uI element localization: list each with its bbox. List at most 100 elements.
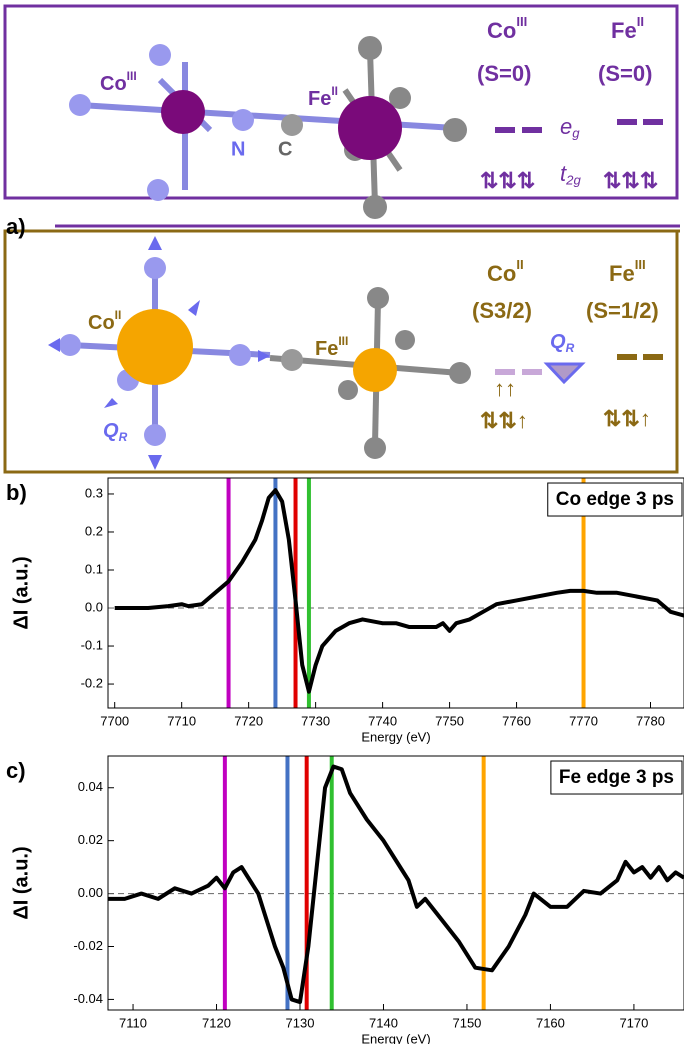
y-tick-label: 0.3 xyxy=(85,485,103,500)
electrons-top: ⇅⇅⇅ ⇅⇅⇅ xyxy=(480,168,658,193)
x-tick-label: 7110 xyxy=(119,1015,147,1030)
qr-label: QR xyxy=(103,420,128,444)
state-label-sup: II xyxy=(516,258,523,273)
atom-label-sup: III xyxy=(338,334,348,348)
spin-label: (S=0) xyxy=(477,61,531,86)
orbital-label: eg xyxy=(560,114,580,141)
atom-label: CoIII xyxy=(100,69,137,95)
qr-label-base: Q xyxy=(550,331,566,353)
state-label-sup: II xyxy=(637,15,644,30)
atom-label-base: Co xyxy=(88,312,115,334)
orbital-label-base: e xyxy=(560,114,572,139)
svg-text:⇅⇅↑: ⇅⇅↑ xyxy=(603,406,651,431)
molecule-bottom xyxy=(59,257,471,459)
y-tick-label: -0.2 xyxy=(81,675,103,690)
y-tick-label: -0.02 xyxy=(73,938,103,953)
svg-text:⇅⇅⇅: ⇅⇅⇅ xyxy=(480,168,535,193)
annotation: Fe edge 3 ps xyxy=(559,767,674,788)
panel-label: a) xyxy=(6,214,26,239)
panel-label: c) xyxy=(6,758,26,783)
orbital-label-sub: 2g xyxy=(565,173,581,188)
y-axis-label: ΔI (a.u.) xyxy=(10,846,32,919)
qr-label-sub: R xyxy=(119,430,128,444)
arrows-bottom xyxy=(48,236,270,470)
atom-label: FeIII xyxy=(315,334,348,360)
svg-text:↑↑: ↑↑ xyxy=(494,376,516,401)
state-label-base: Co xyxy=(487,18,516,43)
spin-label: (S=0) xyxy=(598,61,652,86)
atom-label-base: Fe xyxy=(315,338,338,360)
x-axis-label: Energy (eV) xyxy=(361,1031,430,1044)
state-label-base: Fe xyxy=(609,261,635,286)
x-tick-label: 7720 xyxy=(234,713,263,728)
x-tick-label: 7170 xyxy=(619,1015,648,1030)
y-tick-label: 0.2 xyxy=(85,523,103,538)
x-tick-label: 7160 xyxy=(536,1015,565,1030)
state-label-sup: III xyxy=(516,15,527,30)
state-label-base: Co xyxy=(487,261,516,286)
y-axis-label: ΔI (a.u.) xyxy=(10,556,32,629)
x-tick-label: 7730 xyxy=(301,713,330,728)
qr-label-base: Q xyxy=(103,420,119,442)
electrons-bottom: ↑↑ ⇅⇅↑ ⇅⇅↑ xyxy=(480,376,651,433)
state-label: FeIII xyxy=(609,258,646,286)
atom-label-base: Fe xyxy=(308,88,331,110)
qr-label-sub: R xyxy=(566,341,575,355)
x-tick-label: 7780 xyxy=(636,713,665,728)
orbital-label-base: t xyxy=(560,161,567,186)
plot-frame xyxy=(107,755,684,1011)
x-tick-label: 7710 xyxy=(167,713,196,728)
x-tick-label: 7130 xyxy=(286,1015,315,1030)
state-label: CoII xyxy=(487,258,524,286)
x-tick-label: 7750 xyxy=(435,713,464,728)
atom-label: FeII xyxy=(308,84,338,110)
state-label: CoIII xyxy=(487,15,527,43)
y-tick-label: 0.0 xyxy=(85,599,103,614)
x-tick-label: 7760 xyxy=(502,713,531,728)
atom-label: CoII xyxy=(88,308,121,334)
svg-text:⇅⇅↑: ⇅⇅↑ xyxy=(480,408,528,433)
data-line xyxy=(108,764,684,1005)
orbital-label: t2g xyxy=(560,161,581,188)
y-tick-label: 0.00 xyxy=(78,885,103,900)
spin-label: (S3/2) xyxy=(472,298,532,323)
atom-label: N xyxy=(231,138,245,160)
x-tick-label: 7740 xyxy=(368,713,397,728)
y-tick-label: 0.02 xyxy=(78,832,103,847)
state-label-base: Fe xyxy=(611,18,637,43)
x-tick-label: 7120 xyxy=(202,1015,231,1030)
data-line xyxy=(114,488,684,694)
annotation-box xyxy=(550,760,683,795)
atom-label-base: Co xyxy=(100,73,127,95)
y-tick-label: 0.1 xyxy=(85,561,103,576)
orbital-label-sub: g xyxy=(572,126,580,141)
x-tick-label: 7770 xyxy=(569,713,598,728)
atom-label-sup: II xyxy=(331,84,338,98)
y-tick-label: -0.04 xyxy=(73,991,103,1006)
annotation-box xyxy=(547,482,683,517)
frame-top xyxy=(3,4,679,200)
y-tick-label: -0.1 xyxy=(81,637,103,652)
qr-label: QR xyxy=(550,331,575,355)
state-label-sup: III xyxy=(635,258,646,273)
frame-bottom xyxy=(3,229,679,474)
state-label: FeII xyxy=(611,15,644,43)
x-tick-label: 7140 xyxy=(369,1015,398,1030)
atom-label-sup: II xyxy=(115,308,122,322)
atom-label-sup: III xyxy=(127,69,137,83)
panel-label: b) xyxy=(6,480,27,505)
y-tick-label: 0.04 xyxy=(78,779,103,794)
levels-top xyxy=(495,119,663,133)
levels-bottom xyxy=(495,354,663,385)
x-axis-label: Energy (eV) xyxy=(361,729,430,744)
spin-label: (S=1/2) xyxy=(586,298,659,323)
plot-frame xyxy=(107,477,684,709)
atom-label: C xyxy=(278,138,292,160)
x-tick-label: 7150 xyxy=(452,1015,481,1030)
molecule-top xyxy=(69,36,467,219)
svg-text:⇅⇅⇅: ⇅⇅⇅ xyxy=(603,168,658,193)
x-tick-label: 7700 xyxy=(100,713,129,728)
annotation: Co edge 3 ps xyxy=(556,489,674,510)
